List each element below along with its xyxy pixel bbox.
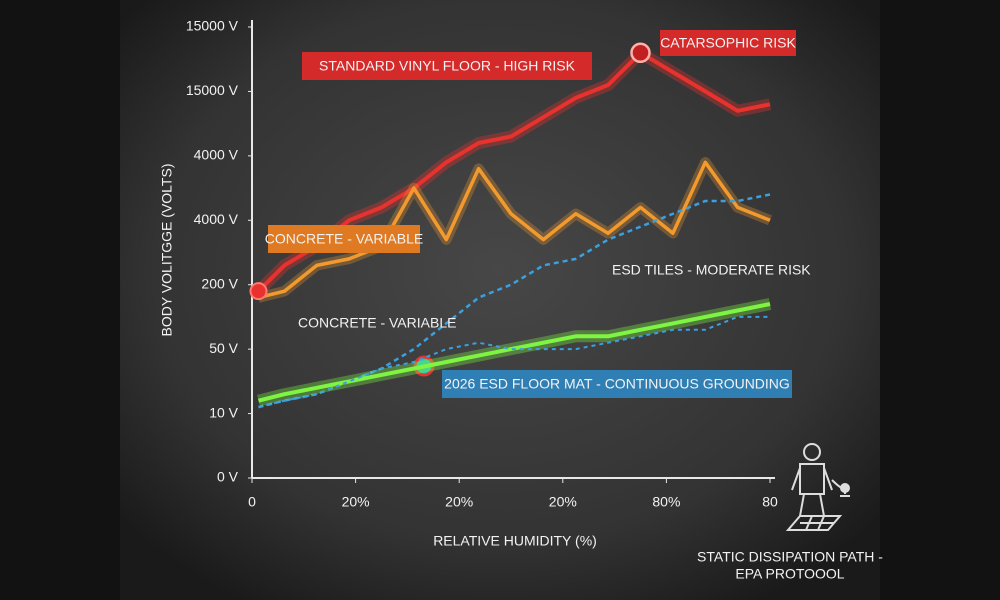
peak-marker — [630, 42, 651, 64]
label-box — [660, 30, 796, 56]
y-tick-label: 0 V — [217, 469, 239, 485]
series-label: CONCRETE - VARIABLE — [298, 315, 456, 331]
y-tick-label: 15000 V — [186, 82, 239, 98]
x-tick-label: 20% — [445, 494, 473, 510]
x-tick-label: 20% — [342, 494, 370, 510]
x-tick-label: 80% — [652, 494, 680, 510]
y-tick-label: 15000 V — [186, 18, 239, 34]
start-marker — [249, 282, 268, 301]
x-tick-label: 20% — [549, 494, 577, 510]
series-label: 2026 ESD FLOOR MAT - CONTINUOUS GROUNDIN… — [444, 376, 790, 392]
annotation: CATARSOPHIC RISK — [660, 35, 796, 51]
label-box — [268, 225, 420, 253]
series-line — [258, 160, 771, 300]
icon-caption: STATIC DISSIPATION PATH - — [697, 549, 883, 565]
worker-icon — [785, 443, 850, 531]
series-line — [258, 315, 770, 409]
y-tick-label: 10 V — [209, 404, 238, 420]
background — [120, 0, 880, 600]
series-label: STANDARD VINYL FLOOR - HIGH RISK — [319, 58, 576, 74]
series-line — [258, 302, 771, 403]
x-axis-label: RELATIVE HUMIDITY (%) — [433, 533, 597, 549]
x-tick-label: 0 — [248, 494, 256, 510]
x-tick-label: 80 — [762, 494, 778, 510]
y-tick-label: 50 V — [209, 340, 238, 356]
y-axis-label: BODY VOLITGGE (VOLTS) — [159, 164, 175, 337]
label-box — [442, 370, 792, 398]
label-box — [302, 52, 592, 80]
y-tick-label: 4000 V — [194, 147, 239, 163]
y-tick-label: 200 V — [201, 275, 238, 291]
y-tick-label: 4000 V — [194, 211, 239, 227]
icon-caption: EPA PROTOOOL — [735, 566, 844, 582]
series-label: CONCRETE - VARIABLE — [265, 231, 423, 247]
series-label: ESD TILES - MODERATE RISK — [612, 262, 811, 278]
